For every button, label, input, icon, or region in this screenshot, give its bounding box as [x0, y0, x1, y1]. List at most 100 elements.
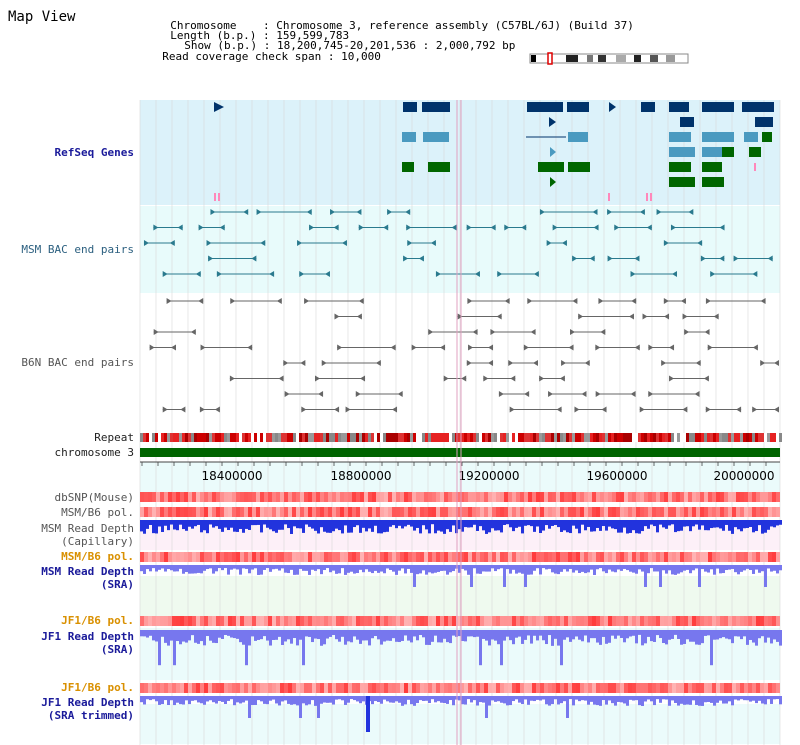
- read-depth-tracks[interactable]: [140, 520, 782, 732]
- track-label-jf1-b6-pol[interactable]: JF1/B6 pol.: [61, 614, 134, 627]
- gene-feature[interactable]: [218, 193, 220, 201]
- gene-feature[interactable]: [702, 132, 734, 142]
- polymorphism-cell: [420, 507, 424, 517]
- depth-bar: [506, 696, 509, 706]
- depth-bar: [416, 696, 419, 704]
- depth-bar: [647, 696, 650, 700]
- gene-feature[interactable]: [609, 102, 616, 112]
- track-label-msm-b6-pol-2[interactable]: MSM/B6 pol.: [61, 550, 134, 563]
- depth-bar: [419, 696, 422, 701]
- repeat-track[interactable]: [140, 433, 782, 442]
- gene-feature[interactable]: [403, 102, 417, 112]
- gene-feature[interactable]: [549, 117, 556, 127]
- polymorphism-cell: [516, 683, 520, 693]
- ideogram[interactable]: [529, 52, 689, 65]
- polymorphism-heat-tracks[interactable]: [140, 492, 780, 693]
- repeat-block: [566, 433, 569, 442]
- polymorphism-cell: [604, 683, 608, 693]
- gene-feature[interactable]: [608, 193, 610, 201]
- gene-feature[interactable]: [754, 163, 756, 171]
- track-label-chromosome[interactable]: chromosome 3: [54, 446, 134, 459]
- gene-feature[interactable]: [755, 117, 773, 127]
- gene-feature[interactable]: [538, 162, 564, 172]
- gene-feature[interactable]: [669, 102, 689, 112]
- gene-feature[interactable]: [722, 147, 734, 157]
- track-label-b6n-bac[interactable]: B6N BAC end pairs: [21, 356, 134, 369]
- gene-feature[interactable]: [422, 102, 450, 112]
- track-label-jf1-b6-pol-2[interactable]: JF1/B6 pol.: [61, 681, 134, 694]
- refseq-genes-track[interactable]: [214, 102, 774, 201]
- gene-feature[interactable]: [744, 132, 758, 142]
- gene-feature[interactable]: [423, 132, 449, 142]
- polymorphism-cell: [548, 492, 552, 502]
- gene-feature[interactable]: [550, 177, 556, 187]
- bac-end-marker: [198, 298, 204, 304]
- repeat-block: [395, 433, 398, 442]
- depth-bar: [506, 630, 509, 637]
- track-label-jf1-sra-depth[interactable]: JF1 Read Depth: [41, 630, 134, 643]
- track-label-repeat[interactable]: Repeat: [94, 431, 134, 444]
- gene-feature[interactable]: [214, 193, 216, 201]
- gene-feature[interactable]: [646, 193, 648, 201]
- polymorphism-cell: [416, 507, 420, 517]
- gene-feature[interactable]: [567, 102, 589, 112]
- gene-feature[interactable]: [669, 162, 691, 172]
- track-label-refseq[interactable]: RefSeq Genes: [54, 146, 134, 159]
- depth-bar: [527, 630, 530, 636]
- polymorphism-cell: [452, 683, 456, 693]
- depth-bar: [686, 520, 689, 527]
- depth-bar: [161, 520, 164, 532]
- depth-bar: [473, 565, 476, 569]
- depth-bar: [158, 696, 161, 705]
- polymorphism-cell: [580, 683, 584, 693]
- depth-bar: [356, 565, 359, 574]
- gene-feature[interactable]: [402, 132, 416, 142]
- bac-end-marker: [435, 271, 441, 277]
- gene-feature[interactable]: [742, 102, 774, 112]
- gene-feature[interactable]: [702, 177, 724, 187]
- track-label-msm-cap-depth[interactable]: MSM Read Depth: [41, 522, 134, 535]
- chromosome-bar[interactable]: [140, 448, 780, 457]
- gene-feature[interactable]: [669, 132, 691, 142]
- bac-end-marker: [504, 298, 510, 304]
- gene-feature[interactable]: [402, 162, 414, 172]
- polymorphism-cell: [156, 616, 160, 626]
- gene-feature[interactable]: [702, 147, 722, 157]
- depth-bar: [341, 630, 344, 637]
- depth-bar: [515, 696, 518, 700]
- gene-feature[interactable]: [641, 102, 655, 112]
- b6n-bac-track[interactable]: [149, 298, 779, 413]
- polymorphism-cell: [428, 683, 432, 693]
- gene-feature[interactable]: [550, 147, 556, 157]
- gene-feature[interactable]: [669, 147, 695, 157]
- track-label-msm-bac[interactable]: MSM BAC end pairs: [21, 243, 134, 256]
- track-label-jf1-trim-depth[interactable]: JF1 Read Depth: [41, 696, 134, 709]
- polymorphism-cell: [488, 683, 492, 693]
- track-label-dbsnp[interactable]: dbSNP(Mouse): [54, 491, 134, 504]
- polymorphism-cell: [768, 616, 772, 626]
- depth-bar: [371, 520, 374, 532]
- polymorphism-cell: [644, 683, 648, 693]
- depth-bar: [194, 696, 197, 701]
- gene-feature[interactable]: [702, 162, 722, 172]
- polymorphism-cell: [632, 492, 636, 502]
- depth-bar: [392, 520, 395, 526]
- msm-bac-track[interactable]: [143, 209, 773, 277]
- gene-feature[interactable]: [702, 102, 734, 112]
- polymorphism-cell: [184, 552, 188, 562]
- gene-feature[interactable]: [669, 177, 695, 187]
- repeat-block: [176, 433, 179, 442]
- gene-feature[interactable]: [214, 102, 224, 112]
- gene-feature[interactable]: [428, 162, 450, 172]
- track-label-msm-b6-pol[interactable]: MSM/B6 pol.: [61, 506, 134, 519]
- gene-feature[interactable]: [680, 117, 694, 127]
- gene-feature[interactable]: [650, 193, 652, 201]
- depth-bar: [569, 630, 572, 642]
- gene-feature[interactable]: [762, 132, 772, 142]
- gene-feature[interactable]: [749, 147, 761, 157]
- gene-feature[interactable]: [568, 132, 588, 142]
- track-label-msm-sra-depth[interactable]: MSM Read Depth: [41, 565, 134, 578]
- gene-feature[interactable]: [568, 162, 590, 172]
- gene-feature[interactable]: [527, 102, 563, 112]
